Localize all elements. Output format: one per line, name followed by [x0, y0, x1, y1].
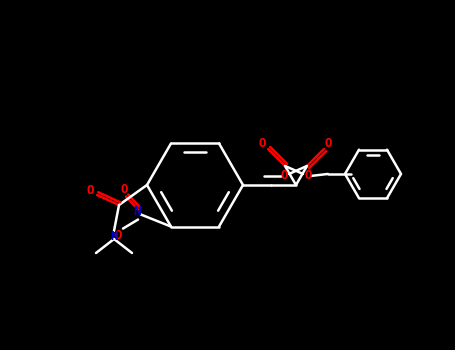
- Text: O: O: [258, 136, 266, 149]
- Text: N: N: [133, 205, 141, 218]
- Text: O: O: [304, 169, 312, 182]
- Text: O: O: [114, 229, 122, 242]
- Text: O: O: [324, 136, 332, 149]
- Text: O: O: [280, 169, 288, 182]
- Text: N: N: [110, 230, 118, 243]
- Text: O: O: [120, 183, 128, 196]
- Text: O: O: [86, 184, 94, 197]
